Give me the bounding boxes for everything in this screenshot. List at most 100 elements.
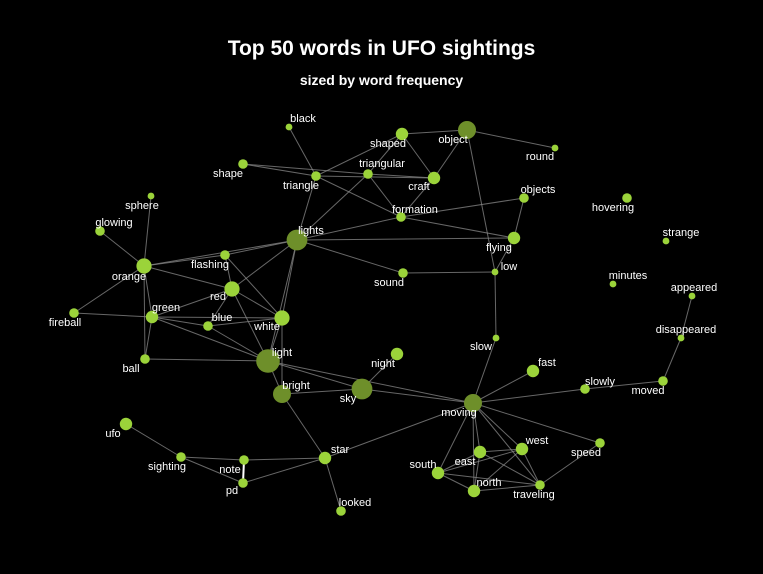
node-sky[interactable] [351, 378, 373, 400]
edge-object-low [466, 129, 496, 273]
node-label-pd: pd [226, 485, 238, 497]
node-low[interactable] [491, 268, 499, 276]
node-flying[interactable] [507, 231, 521, 245]
edge-lights-flying [296, 237, 515, 241]
node-object[interactable] [458, 121, 476, 139]
node-label-slow: slow [470, 341, 492, 353]
node-label-minutes: minutes [609, 270, 648, 282]
node-star[interactable] [318, 451, 332, 465]
node-speed[interactable] [595, 438, 605, 448]
node-hovering[interactable] [622, 193, 632, 203]
node-ufo[interactable] [119, 417, 133, 431]
node-light[interactable] [256, 349, 280, 373]
node-round[interactable] [551, 144, 559, 152]
node-fast[interactable] [526, 364, 540, 378]
node-night[interactable] [390, 347, 404, 361]
node-east[interactable] [473, 445, 487, 459]
node-label-hovering: hovering [592, 202, 634, 214]
node-triangle[interactable] [311, 171, 321, 181]
edge-star-looked [324, 457, 342, 512]
node-label-blue: blue [212, 312, 233, 324]
node-fireball[interactable] [69, 308, 79, 318]
node-minutes[interactable] [609, 280, 617, 288]
edge-note-star [243, 457, 326, 461]
node-moved[interactable] [658, 376, 668, 386]
node-label-shape: shape [213, 168, 243, 180]
edge-east-traveling [479, 451, 541, 486]
node-label-green: green [152, 302, 180, 314]
node-looked[interactable] [336, 506, 346, 516]
edge-sky-moving [361, 388, 474, 404]
edge-shaped-triangle [315, 133, 403, 177]
node-sphere[interactable] [147, 192, 155, 200]
edge-east-west [479, 448, 523, 453]
edge-blue-white [207, 317, 283, 327]
edge-glowing-orange [99, 230, 145, 267]
node-label-strange: strange [663, 227, 700, 239]
node-appeared[interactable] [688, 292, 696, 300]
node-label-night: night [371, 358, 395, 370]
node-craft[interactable] [427, 171, 441, 185]
node-ball[interactable] [140, 354, 150, 364]
node-slow[interactable] [492, 334, 500, 342]
nodes-layer [69, 121, 696, 516]
node-black[interactable] [285, 123, 293, 131]
edge-red-white [231, 288, 283, 319]
edge-craft-formation [400, 177, 435, 218]
edge-light-moving [267, 360, 474, 404]
node-objects[interactable] [519, 193, 529, 203]
edge-sighting-note [180, 456, 245, 461]
node-lights[interactable] [286, 229, 308, 251]
node-label-red: red [210, 291, 226, 303]
edge-flying-low [494, 237, 515, 273]
edge-red-light [231, 288, 269, 362]
node-traveling[interactable] [535, 480, 545, 490]
node-triangular[interactable] [363, 169, 373, 179]
node-blue[interactable] [203, 321, 213, 331]
node-sound[interactable] [398, 268, 408, 278]
edges-layer [73, 126, 693, 512]
edge-orange-fireball [73, 265, 145, 314]
edge-moving-south [437, 402, 474, 474]
edge-south-traveling [437, 472, 541, 486]
node-label-shaped: shaped [370, 138, 406, 150]
node-label-formation: formation [392, 204, 438, 216]
edge-sound-low [402, 271, 496, 274]
node-north[interactable] [467, 484, 481, 498]
node-formation[interactable] [396, 212, 406, 222]
node-disappeared[interactable] [677, 334, 685, 342]
edge-moved-disappeared [662, 337, 682, 382]
node-red[interactable] [224, 281, 240, 297]
edge-light-sky [267, 360, 363, 390]
edge-green-white [151, 316, 283, 319]
node-label-ball: ball [122, 363, 139, 375]
node-bright[interactable] [273, 385, 291, 403]
node-moving[interactable] [464, 394, 482, 412]
node-label-sound: sound [374, 277, 404, 289]
node-shape[interactable] [238, 159, 248, 169]
node-orange[interactable] [136, 258, 152, 274]
node-glowing[interactable] [95, 226, 105, 236]
node-sighting[interactable] [176, 452, 186, 462]
node-label-lights: lights [298, 225, 324, 237]
node-green[interactable] [145, 310, 159, 324]
node-south[interactable] [431, 466, 445, 480]
node-white[interactable] [274, 310, 290, 326]
node-slowly[interactable] [580, 384, 590, 394]
node-label-triangular: triangular [359, 158, 405, 170]
node-label-glowing: glowing [95, 217, 132, 229]
node-label-note: note [219, 464, 240, 476]
edge-speed-traveling [539, 442, 601, 486]
node-label-flashing: flashing [191, 259, 229, 271]
edge-green-fireball [73, 312, 153, 318]
node-shaped[interactable] [395, 127, 409, 141]
node-west[interactable] [515, 442, 529, 456]
node-label-objects: objects [521, 184, 556, 196]
node-flashing[interactable] [220, 250, 230, 260]
node-strange[interactable] [662, 237, 670, 245]
node-label-fireball: fireball [49, 317, 81, 329]
edge-formation-flying [400, 216, 515, 239]
edge-orange-ball [143, 265, 146, 360]
node-note[interactable] [239, 455, 249, 465]
node-pd[interactable] [238, 478, 248, 488]
